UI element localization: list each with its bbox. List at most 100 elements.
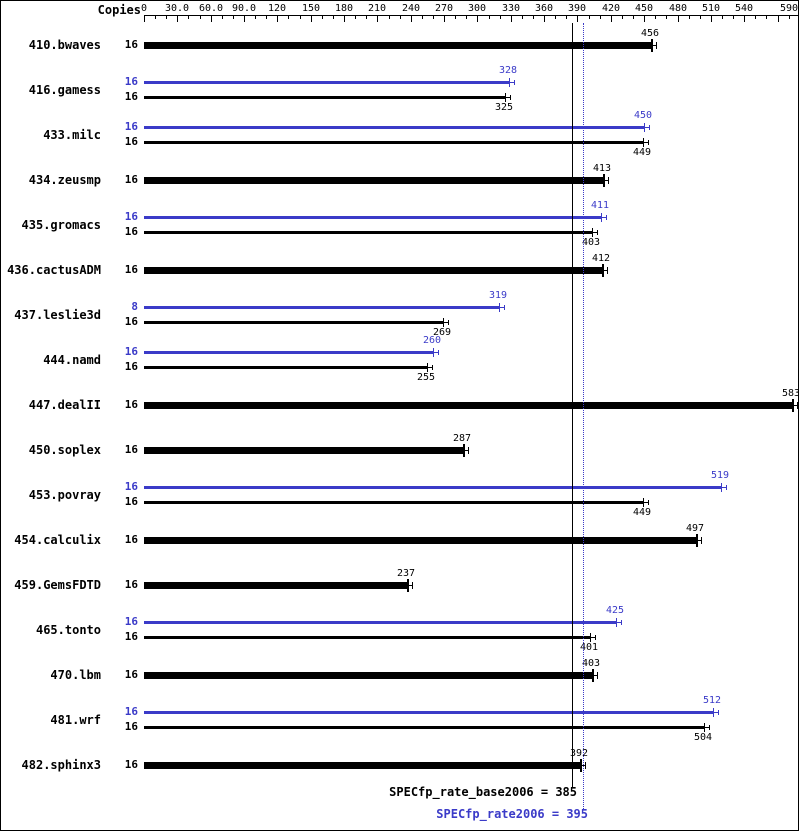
- bar-value-label: 449: [632, 147, 651, 158]
- axis-tick: [544, 16, 545, 22]
- bar-value-label: 450: [633, 110, 652, 121]
- axis-tick: [355, 16, 356, 19]
- bar-end-cap: [505, 93, 506, 102]
- bar-end-whisker: [602, 217, 607, 218]
- axis-tick: [455, 16, 456, 19]
- axis-tick: [311, 16, 312, 22]
- axis-tick-label: 450: [634, 3, 654, 14]
- bar-end-cap: [644, 123, 645, 132]
- benchmark-name: 437.leslie3d: [14, 308, 101, 322]
- axis-tick: [644, 16, 645, 22]
- copies-value: 16: [124, 705, 138, 718]
- copies-value: 16: [124, 495, 138, 508]
- bar-end-whisker: [722, 487, 727, 488]
- axis-tick-label: 30.0: [164, 3, 190, 14]
- axis-tick: [766, 16, 767, 19]
- bar-end-whisker: [464, 450, 469, 451]
- axis-tick: [233, 16, 234, 19]
- copies-value: 16: [124, 480, 138, 493]
- axis-tick: [433, 16, 434, 19]
- peak-bar: [144, 621, 616, 624]
- axis-tick: [344, 16, 345, 22]
- bar-end-whisker: [603, 270, 608, 271]
- axis-tick: [533, 16, 534, 19]
- benchmark-name: 453.povray: [28, 488, 101, 502]
- bar-end-whisker: [593, 675, 598, 676]
- bar-value-label: 287: [452, 433, 471, 444]
- single-bar: [144, 762, 580, 769]
- bar-end-cap: [643, 498, 644, 507]
- bar-end-cap: [427, 363, 428, 372]
- axis-tick: [188, 16, 189, 19]
- benchmark-name: 435.gromacs: [21, 218, 101, 232]
- axis-tick: [655, 16, 656, 19]
- axis-tick: [577, 16, 578, 22]
- bar-end-cap: [721, 483, 722, 492]
- copies-value: 16: [124, 90, 138, 103]
- single-bar: [144, 267, 602, 274]
- bar-end-cap: [443, 318, 444, 327]
- bar-value-label: 504: [693, 732, 712, 743]
- bar-end-cap: [499, 303, 500, 312]
- bar-value-label: 260: [422, 335, 441, 346]
- axis-tick: [422, 16, 423, 19]
- single-bar: [144, 42, 651, 49]
- axis-tick-label: 90.0: [231, 3, 257, 14]
- axis-tick: [377, 16, 378, 22]
- axis-tick: [266, 16, 267, 19]
- single-bar: [144, 672, 592, 679]
- bar-end-whisker: [644, 502, 649, 503]
- axis-tick-label: 390: [567, 3, 587, 14]
- bar-value-label: 237: [396, 568, 415, 579]
- bar-end-cap2: [597, 672, 598, 679]
- bar-end-whisker: [793, 405, 798, 406]
- bar-end-cap: [704, 723, 705, 732]
- copies-value: 16: [124, 315, 138, 328]
- copies-value: 16: [124, 720, 138, 733]
- benchmark-name: 433.milc: [43, 128, 101, 142]
- axis-tick: [666, 16, 667, 19]
- peak-mean-label: SPECfp_rate2006 = 395: [436, 807, 588, 821]
- base-bar: [144, 321, 443, 324]
- bar-end-cap2: [621, 620, 622, 625]
- base-bar: [144, 366, 427, 369]
- axis-tick: [755, 16, 756, 19]
- axis-tick: [477, 16, 478, 22]
- benchmark-name: 447.dealII: [28, 398, 101, 412]
- base-bar: [144, 141, 643, 144]
- bar-end-cap2: [656, 42, 657, 49]
- axis-tick: [322, 16, 323, 19]
- peak-bar: [144, 216, 601, 219]
- axis-tick-label: 0: [140, 3, 148, 14]
- axis-tick: [611, 16, 612, 22]
- axis-tick-label: 60.0: [198, 3, 224, 14]
- bar-end-cap2: [648, 140, 649, 145]
- copies-value: 16: [124, 173, 138, 186]
- bar-value-label: 413: [592, 163, 611, 174]
- bar-end-cap2: [709, 725, 710, 730]
- bar-end-cap: [590, 633, 591, 642]
- bar-end-whisker: [510, 82, 515, 83]
- bar-end-whisker: [434, 352, 439, 353]
- bar-end-whisker: [714, 712, 719, 713]
- bar-end-cap2: [448, 320, 449, 325]
- benchmark-name: 450.soplex: [28, 443, 101, 457]
- bar-end-cap: [713, 708, 714, 717]
- bar-value-label: 392: [569, 748, 588, 759]
- base-bar: [144, 501, 643, 504]
- base-mean-line: [572, 23, 573, 787]
- bar-end-cap2: [606, 215, 607, 220]
- bar-end-cap2: [648, 500, 649, 505]
- axis-ruler-line: [144, 15, 798, 16]
- axis-tick: [277, 16, 278, 22]
- axis-tick: [177, 16, 178, 22]
- axis-tick-label: 480: [668, 3, 688, 14]
- copies-value: 16: [124, 120, 138, 133]
- copies-value: 16: [124, 630, 138, 643]
- bar-value-label: 512: [702, 695, 721, 706]
- axis-tick: [633, 16, 634, 19]
- bar-value-label: 449: [632, 507, 651, 518]
- bar-end-whisker: [500, 307, 505, 308]
- copies-value: 16: [124, 135, 138, 148]
- axis-tick-label: 210: [367, 3, 387, 14]
